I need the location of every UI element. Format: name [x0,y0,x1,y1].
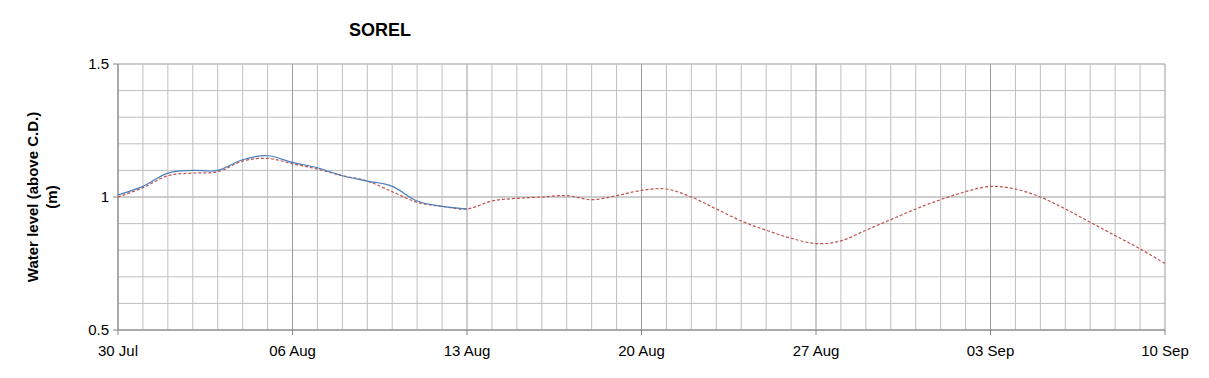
grid-line [267,64,268,330]
grid-line [467,64,468,330]
y-tick-label: 0.5 [88,321,109,338]
x-tick-label: 10 Sep [1141,342,1189,359]
grid-line [292,64,293,330]
y-tick [113,330,118,331]
y-tick [113,197,118,198]
grid-line [1140,64,1141,330]
x-tick-label: 13 Aug [444,342,491,359]
x-tick-label: 06 Aug [269,342,316,359]
grid-line [965,64,966,330]
x-tick [641,330,642,335]
grid-line [666,64,667,330]
grid-line [1015,64,1016,330]
chart: 0.5 1 1.5 30 Jul 06 Aug 13 Aug 20 Aug 27 Aug 03 … [0,0,1209,378]
grid-line [591,64,592,330]
x-tick [990,330,991,335]
grid-line [367,64,368,330]
grid-line [342,64,343,330]
y-tick [113,64,118,65]
grid-line [1165,64,1166,330]
grid-line [442,64,443,330]
grid-line [317,64,318,330]
grid-line [392,64,393,330]
grid-line [890,64,891,330]
grid [118,64,1165,330]
grid-line [791,64,792,330]
x-tick [118,330,119,335]
y-tick-label: 1.5 [88,55,109,72]
x-tick [1165,330,1166,335]
grid-line [641,64,642,330]
grid-line [940,64,941,330]
x-tick-label: 27 Aug [793,342,840,359]
grid-line [142,64,143,330]
grid-line [1115,64,1116,330]
grid-line [417,64,418,330]
x-tick [467,330,468,335]
grid-line [192,64,193,330]
grid-line [616,64,617,330]
grid-line [840,64,841,330]
grid-line [167,64,168,330]
grid-line [716,64,717,330]
grid-line [1090,64,1091,330]
series-line [118,158,1165,263]
title: SOREL [349,20,411,40]
grid-line [491,64,492,330]
x-tick-label: 30 Jul [98,342,138,359]
grid-line [242,64,243,330]
grid-line [1065,64,1066,330]
series-line [118,156,467,209]
grid-line [566,64,567,330]
grid-line [865,64,866,330]
y-tick-label: 1 [101,188,109,205]
grid-line [915,64,916,330]
grid-line [816,64,817,330]
grid-line [741,64,742,330]
grid-line [217,64,218,330]
grid-line [516,64,517,330]
y-axis-label: (m) [43,185,60,208]
grid-line [990,64,991,330]
x-tick [292,330,293,335]
y-axis-label: Water level (above C.D.) [24,112,41,282]
x-tick-label: 20 Aug [618,342,665,359]
plot-area [118,156,1165,264]
x-tick [816,330,817,335]
grid-line [766,64,767,330]
x-tick-label: 03 Sep [967,342,1015,359]
